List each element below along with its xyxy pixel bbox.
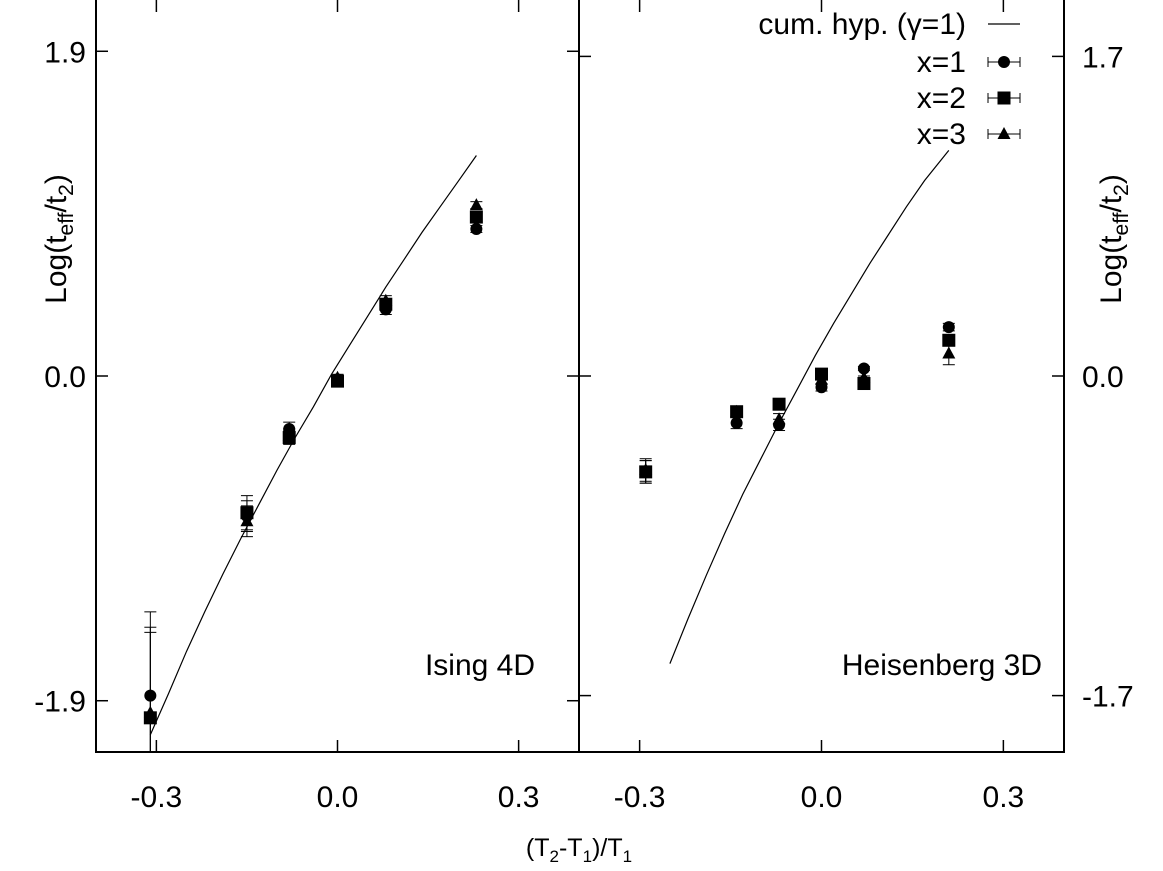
- plot-area: [143, 155, 483, 752]
- data-point-triangle: [143, 705, 157, 718]
- x-tick-label: 0.3: [498, 781, 540, 814]
- heisenberg-3d-panel: -0.3 0.0 0.3 -1.7 0.0 1.7 Heisenberg 3D: [578, 0, 1134, 814]
- x-axis-title: (T2-T1)/T1: [526, 834, 632, 866]
- data-point-triangle: [942, 346, 956, 359]
- legend-marker-triangle: [997, 127, 1011, 139]
- data-point-triangle: [379, 293, 393, 306]
- data-point-circle: [470, 223, 483, 236]
- y-tick-label: 1.7: [1082, 41, 1124, 74]
- x-tick-label: 0.3: [983, 781, 1025, 814]
- right-y-axis-title: Log(teff/t2): [1095, 174, 1133, 304]
- legend: cum. hyp. (γ=1) x=1x=2x=3: [758, 8, 1021, 151]
- panel-label: Ising 4D: [425, 649, 535, 682]
- data-point-triangle: [469, 198, 483, 211]
- data-point-square: [942, 333, 956, 347]
- legend-label: x=3: [917, 118, 966, 151]
- legend-marker-circle: [998, 56, 1010, 68]
- data-point-circle: [730, 417, 743, 429]
- data-point-circle: [857, 362, 870, 375]
- data-point-triangle: [639, 463, 653, 475]
- ising-4d-panel: -0.3 0.0 0.3 -1.9 0.0 1.9 Ising 4D: [34, 0, 580, 814]
- legend-label: x=1: [917, 46, 966, 79]
- y-tick-label: -1.7: [1082, 681, 1134, 714]
- data-point-square: [469, 210, 483, 224]
- data-point-triangle: [857, 370, 871, 383]
- y-tick-label: 0.0: [44, 361, 86, 394]
- data-point-triangle: [772, 412, 786, 425]
- data-point-triangle: [730, 404, 744, 417]
- y-tick-label: 0.0: [1082, 361, 1124, 394]
- legend-marker-square: [997, 91, 1011, 105]
- data-point-triangle: [282, 428, 296, 441]
- left-y-axis-title: Log(teff/t2): [40, 174, 78, 304]
- plot-area: [639, 150, 956, 664]
- x-tick-label: 0.0: [317, 781, 359, 814]
- panel-label: Heisenberg 3D: [842, 649, 1042, 682]
- data-point-circle: [942, 321, 955, 334]
- data-point-triangle: [815, 372, 828, 385]
- x-tick-label: -0.3: [614, 781, 666, 814]
- x-tick-label: 0.0: [801, 781, 843, 814]
- theory-curve: [149, 155, 477, 736]
- legend-label: cum. hyp. (γ=1): [758, 8, 966, 41]
- legend-label: x=2: [917, 82, 966, 115]
- data-point-square: [772, 397, 786, 411]
- theory-curve: [669, 150, 950, 664]
- x-tick-label: -0.3: [131, 781, 183, 814]
- y-tick-label: -1.9: [34, 686, 86, 719]
- data-point-triangle: [240, 514, 254, 527]
- data-point-triangle: [331, 370, 344, 383]
- y-tick-label: 1.9: [44, 36, 86, 69]
